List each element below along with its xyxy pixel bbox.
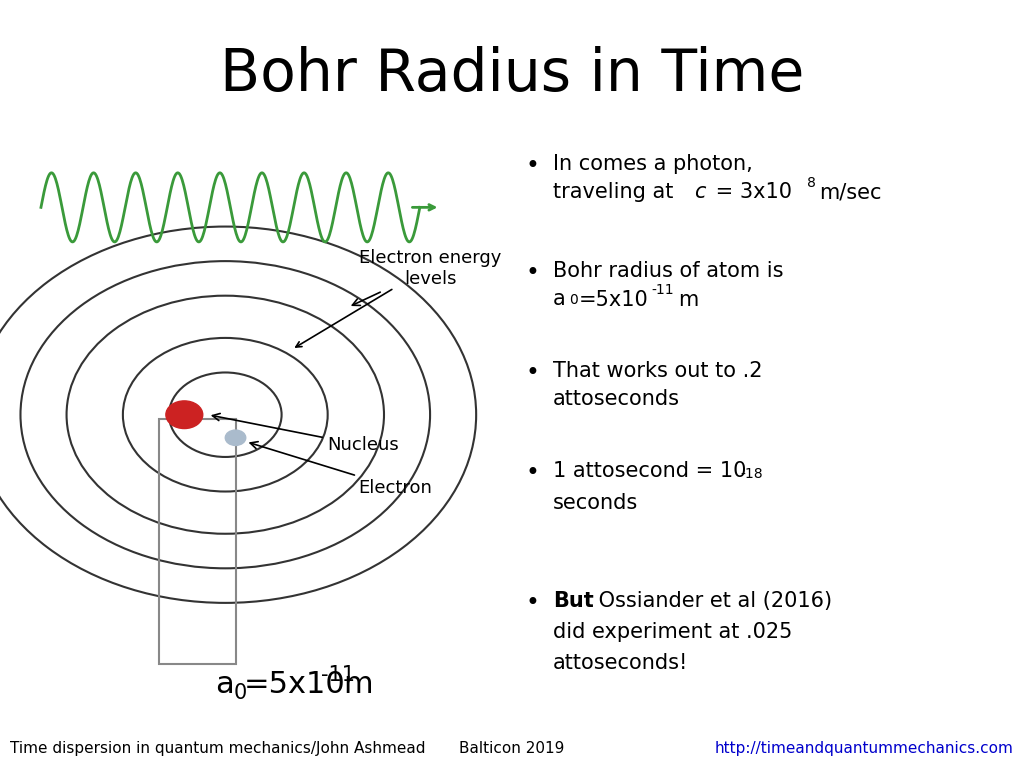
Text: http://timeandquantummechanics.com: http://timeandquantummechanics.com (715, 741, 1014, 756)
Bar (159, 419, 236, 664)
Text: attoseconds!: attoseconds! (553, 653, 688, 673)
Text: =5x10: =5x10 (579, 290, 648, 310)
Text: Time dispersion in quantum mechanics/John Ashmead: Time dispersion in quantum mechanics/Joh… (10, 741, 426, 756)
Text: -18: -18 (740, 467, 763, 481)
Text: Electron: Electron (250, 442, 432, 497)
Text: m: m (678, 290, 698, 310)
Text: •: • (525, 591, 540, 615)
Text: But: But (553, 591, 594, 611)
Text: Bohr radius of atom is
a: Bohr radius of atom is a (553, 261, 783, 310)
Text: -11: -11 (651, 283, 674, 296)
Text: m: m (343, 670, 373, 699)
Text: 1 attosecond = 10: 1 attosecond = 10 (553, 461, 746, 481)
Text: m/sec: m/sec (819, 182, 882, 202)
Circle shape (225, 430, 246, 445)
Text: seconds: seconds (553, 493, 638, 513)
Text: = 3x10: = 3x10 (709, 182, 792, 202)
Text: Balticon 2019: Balticon 2019 (460, 741, 564, 756)
Text: •: • (525, 361, 540, 385)
Text: That works out to .2
attoseconds: That works out to .2 attoseconds (553, 361, 763, 409)
Text: c: c (694, 182, 706, 202)
Text: =5x10: =5x10 (244, 670, 345, 699)
Text: •: • (525, 461, 540, 485)
Text: 0: 0 (569, 293, 579, 306)
Text: did experiment at .025: did experiment at .025 (553, 622, 793, 642)
Text: Nucleus: Nucleus (212, 413, 399, 455)
Text: 8: 8 (807, 176, 816, 190)
Text: -11: -11 (321, 665, 354, 685)
Circle shape (166, 401, 203, 429)
Text: Ossiander et al (2016): Ossiander et al (2016) (592, 591, 831, 611)
Text: Electron energy
levels: Electron energy levels (352, 250, 502, 306)
Text: a: a (215, 670, 233, 699)
Text: •: • (525, 154, 540, 177)
Text: •: • (525, 261, 540, 285)
Text: In comes a photon,
traveling at: In comes a photon, traveling at (553, 154, 753, 201)
Text: Bohr Radius in Time: Bohr Radius in Time (220, 46, 804, 103)
Text: 0: 0 (233, 683, 247, 703)
